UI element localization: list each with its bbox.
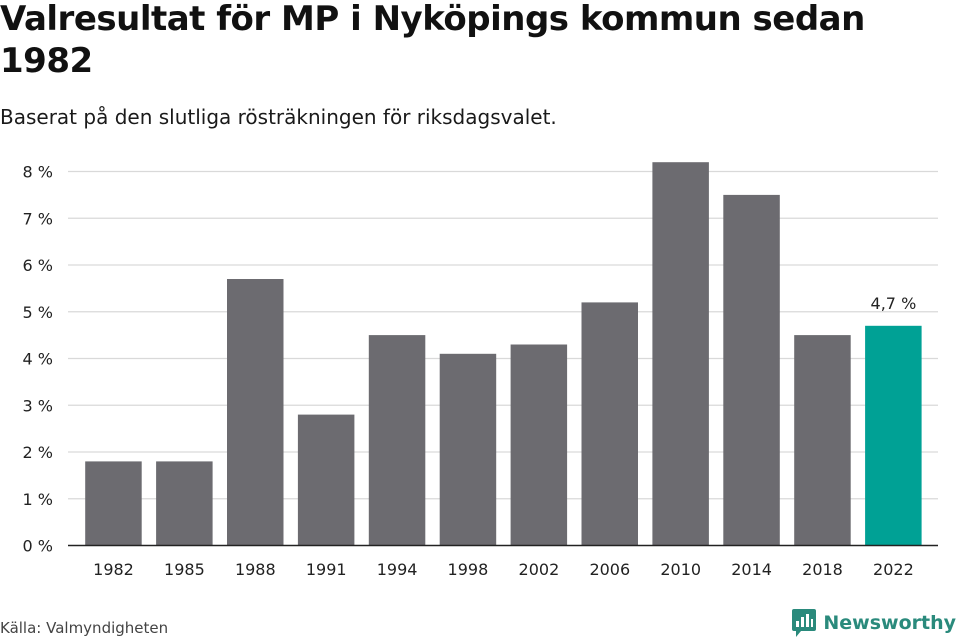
bar-2022 bbox=[865, 325, 922, 546]
bar-2018 bbox=[794, 335, 851, 546]
x-tick-label: 1982 bbox=[93, 560, 134, 579]
data-labels: 4,7 % bbox=[871, 294, 917, 313]
bars bbox=[85, 162, 922, 546]
x-tick-label: 2010 bbox=[660, 560, 701, 579]
x-tick-label: 1985 bbox=[164, 560, 205, 579]
bar-1985 bbox=[156, 461, 213, 546]
y-tick-label: 4 % bbox=[23, 350, 53, 369]
bar-1988 bbox=[227, 279, 284, 546]
newsworthy-logo-icon bbox=[791, 608, 817, 638]
chart-title: Valresultat för MP i Nyköpings kommun se… bbox=[0, 0, 865, 81]
y-tick-label: 7 % bbox=[23, 209, 53, 228]
bar-1994 bbox=[368, 335, 426, 546]
chart-subtitle: Baserat på den slutliga rösträkningen fö… bbox=[0, 105, 557, 129]
bar-1982 bbox=[85, 461, 142, 546]
bar-1998 bbox=[439, 353, 497, 546]
x-tick-label: 1991 bbox=[306, 560, 347, 579]
y-tick-label: 0 % bbox=[23, 537, 53, 556]
y-tick-label: 5 % bbox=[23, 303, 53, 322]
y-tick-label: 2 % bbox=[23, 443, 53, 462]
bar-2010 bbox=[652, 162, 709, 546]
data-label: 4,7 % bbox=[871, 294, 917, 313]
x-tick-label: 1994 bbox=[377, 560, 418, 579]
y-tick-label: 8 % bbox=[23, 163, 53, 182]
bar-2014 bbox=[723, 194, 780, 546]
x-tick-label: 2022 bbox=[873, 560, 914, 579]
y-tick-label: 6 % bbox=[23, 256, 53, 275]
bar-2006 bbox=[581, 302, 638, 546]
source-note: Källa: Valmyndigheten bbox=[0, 619, 169, 637]
x-tick-label: 1988 bbox=[235, 560, 276, 579]
brand[interactable]: Newsworthy bbox=[791, 608, 956, 638]
y-axis-ticks: 0 % 1 % 2 % 3 % 4 % 5 % 6 % 7 % 8 % bbox=[23, 163, 53, 556]
bar-2002 bbox=[510, 344, 568, 546]
x-tick-label: 2006 bbox=[589, 560, 630, 579]
brand-name: Newsworthy bbox=[823, 612, 956, 634]
x-tick-label: 1998 bbox=[448, 560, 489, 579]
x-axis-ticks: 1982 1985 1988 1991 1994 1998 2002 2006 2010 2014… bbox=[93, 560, 914, 579]
grid-layer bbox=[68, 170, 938, 500]
y-tick-label: 3 % bbox=[23, 396, 53, 415]
x-tick-label: 2014 bbox=[731, 560, 772, 579]
bar-1991 bbox=[297, 414, 355, 546]
y-tick-label: 1 % bbox=[23, 490, 53, 509]
x-tick-label: 2018 bbox=[802, 560, 843, 579]
x-tick-label: 2002 bbox=[519, 560, 560, 579]
